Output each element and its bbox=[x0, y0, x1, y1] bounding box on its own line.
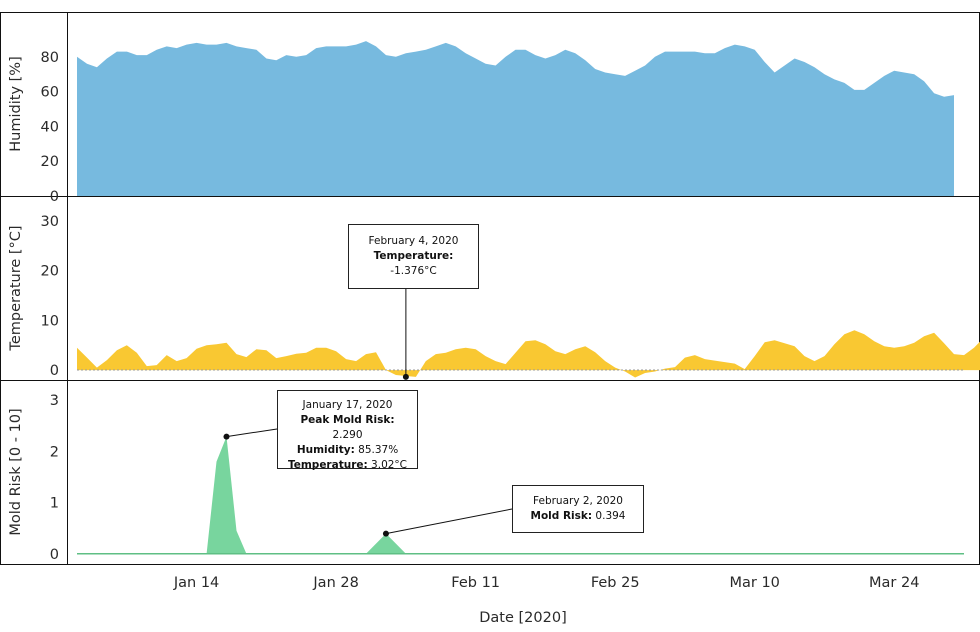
mold-risk-panel: 0 1 2 3 Mold Risk [0 - 10] bbox=[8, 393, 964, 563]
temperature-panel: 0 10 20 30 Temperature [°C] bbox=[8, 214, 980, 379]
humidity-area bbox=[77, 41, 954, 196]
x-axis-label: Date [2020] bbox=[479, 610, 566, 626]
risk-callout-date: February 2, 2020 bbox=[533, 495, 623, 507]
temperature-y-axis-label: Temperature [°C] bbox=[8, 225, 24, 351]
humidity-y-axis-label: Humidity [%] bbox=[8, 56, 24, 151]
x-tick-label: Jan 28 bbox=[312, 575, 358, 591]
temperature-callout: February 4, 2020 Temperature: -1.376°C bbox=[348, 224, 479, 289]
x-tick-label: Jan 14 bbox=[173, 575, 219, 591]
mold-risk-y-axis-label: Mold Risk [0 - 10] bbox=[8, 408, 24, 535]
risk-anchor-dot bbox=[382, 530, 389, 537]
risk-leader-line bbox=[385, 508, 513, 535]
temperature-callout-label: Temperature: bbox=[373, 250, 454, 262]
mold-risk-y-tick-label: 0 bbox=[50, 547, 59, 563]
risk-callout-label: Mold Risk: bbox=[530, 510, 593, 522]
peak-callout-value: 2.290 bbox=[332, 429, 363, 441]
x-tick-label: Feb 25 bbox=[591, 575, 640, 591]
temperature-y-tick-label: 10 bbox=[41, 313, 59, 329]
humidity-y-tick-label: 60 bbox=[41, 85, 59, 101]
temperature-y-tick-label: 0 bbox=[50, 363, 59, 379]
peak-callout-temp-label: Temperature: bbox=[287, 459, 368, 471]
temperature-y-tick-label: 20 bbox=[41, 264, 59, 280]
mold-risk-y-tick-label: 3 bbox=[50, 393, 59, 409]
mold-risk-y-tick-label: 2 bbox=[50, 444, 59, 460]
temperature-area bbox=[77, 330, 980, 378]
temperature-anchor-dot bbox=[402, 373, 409, 380]
peak-callout-label: Peak Mold Risk: bbox=[300, 414, 395, 426]
peak-callout-temp-value: 3.02°C bbox=[371, 459, 408, 471]
humidity-y-tick-label: 0 bbox=[50, 189, 59, 205]
mold-risk-callout: February 2, 2020 Mold Risk: 0.394 bbox=[512, 485, 644, 533]
temperature-callout-value: -1.376°C bbox=[390, 265, 437, 277]
humidity-y-tick-label: 80 bbox=[41, 50, 59, 66]
humidity-y-tick-label: 20 bbox=[41, 154, 59, 170]
peak-mold-risk-callout: January 17, 2020 Peak Mold Risk: 2.290 H… bbox=[277, 390, 418, 471]
peak-callout-date: January 17, 2020 bbox=[302, 399, 393, 411]
risk-callout-value: 0.394 bbox=[595, 510, 626, 522]
peak-anchor-dot bbox=[223, 433, 230, 440]
peak-callout-humidity-value: 85.37% bbox=[358, 444, 399, 456]
humidity-y-tick-label: 40 bbox=[41, 119, 59, 135]
temperature-callout-date: February 4, 2020 bbox=[368, 235, 459, 247]
peak-callout-humidity-label: Humidity: bbox=[296, 444, 355, 456]
mold-risk-y-tick-label: 1 bbox=[50, 496, 59, 512]
x-tick-label: Feb 11 bbox=[451, 575, 500, 591]
x-tick-label: Mar 24 bbox=[869, 575, 919, 591]
peak-leader-line bbox=[226, 428, 278, 438]
humidity-panel: 0 20 40 60 80 Humidity [%] bbox=[8, 41, 954, 205]
x-tick-label: Mar 10 bbox=[729, 575, 779, 591]
temperature-y-tick-label: 30 bbox=[41, 214, 59, 230]
